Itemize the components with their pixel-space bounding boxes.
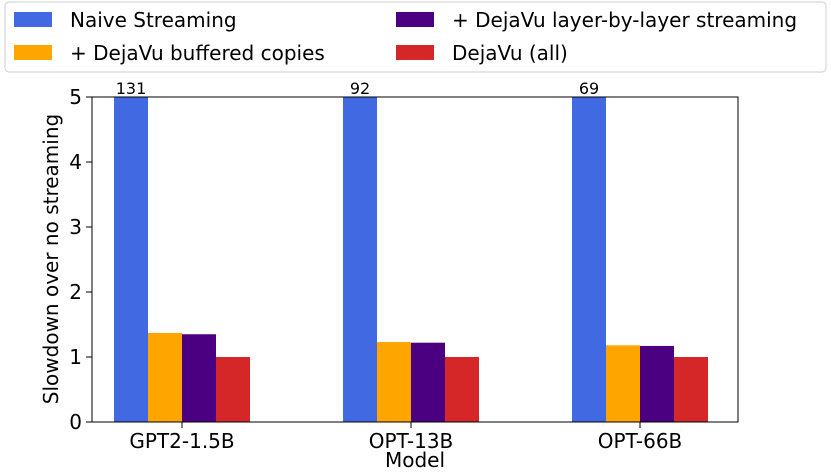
y-tick-label-4: 4 (69, 150, 82, 174)
legend-frame (4, 1, 827, 73)
bar-dejavu-layer-by-layer-streaming-opt-13b (411, 342, 445, 422)
x-tick-label-opt-66b: OPT-66B (598, 429, 683, 453)
bar-dejavu-all-gpt2-1-5b (216, 357, 250, 422)
legend-swatch-buffered-copies (14, 45, 52, 60)
x-axis-label: Model (385, 448, 445, 472)
data-labels-layer: 131 92 69 (116, 79, 599, 98)
plot-frame (91, 96, 739, 423)
bar-naive-streaming-gpt2-1-5b (114, 97, 148, 422)
y-axis: 0 1 2 3 4 5 (69, 85, 92, 434)
bars-layer (114, 97, 708, 422)
legend-label-layer-streaming: + DejaVu layer-by-layer streaming (452, 8, 797, 32)
bar-naive-streaming-opt-13b (343, 97, 377, 422)
bar-dejavu-buffered-copies-opt-13b (377, 342, 411, 422)
data-label-gpt2-1-5b: 131 (116, 79, 147, 98)
y-tick-label-0: 0 (69, 410, 82, 434)
legend-label-naive-streaming: Naive Streaming (70, 8, 237, 32)
legend-swatch-dejavu-all (396, 45, 434, 60)
x-tick-label-opt-13b: OPT-13B (369, 429, 454, 453)
bar-dejavu-layer-by-layer-streaming-gpt2-1-5b (182, 334, 216, 422)
bar-dejavu-all-opt-66b (674, 357, 708, 422)
y-tick-label-3: 3 (69, 215, 82, 239)
bar-dejavu-layer-by-layer-streaming-opt-66b (640, 345, 674, 422)
legend: Naive Streaming + DejaVu buffered copies… (4, 1, 827, 73)
legend-label-buffered-copies: + DejaVu buffered copies (70, 41, 325, 65)
legend-swatch-layer-streaming (396, 12, 434, 27)
y-tick-label-2: 2 (69, 280, 82, 304)
legend-swatch-naive-streaming (14, 12, 52, 27)
data-label-opt-66b: 69 (579, 79, 599, 98)
bar-dejavu-all-opt-13b (445, 357, 479, 422)
bar-dejavu-buffered-copies-gpt2-1-5b (148, 332, 182, 422)
legend-label-dejavu-all: DejaVu (all) (452, 41, 568, 65)
bar-naive-streaming-opt-66b (572, 97, 606, 422)
data-label-opt-13b: 92 (350, 79, 370, 98)
y-tick-label-1: 1 (69, 345, 82, 369)
y-tick-label-5: 5 (69, 85, 82, 109)
x-tick-label-gpt2-1-5b: GPT2-1.5B (129, 429, 234, 453)
bar-dejavu-buffered-copies-opt-66b (606, 345, 640, 422)
x-axis: GPT2-1.5B OPT-13B OPT-66B (129, 422, 682, 453)
y-axis-label: Slowdown over no streaming (39, 114, 63, 404)
